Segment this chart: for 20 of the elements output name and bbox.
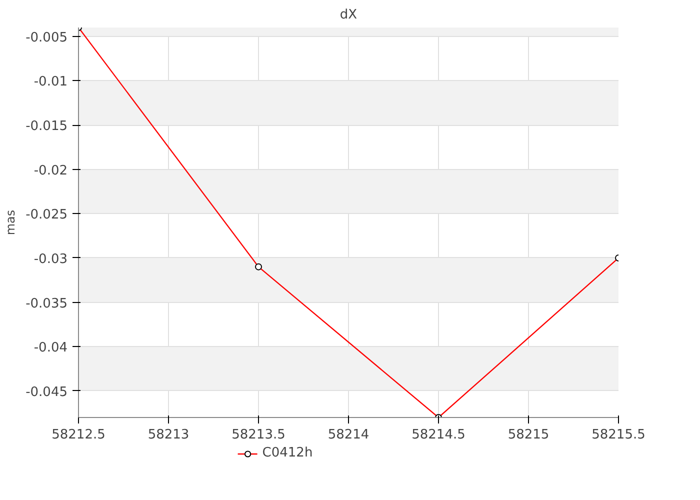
y-tick-label: -0.01: [34, 74, 68, 90]
y-tick-label: -0.035: [26, 296, 68, 312]
x-tick-label: 58215.5: [592, 428, 646, 442]
y-tick-label: -0.045: [26, 384, 68, 400]
x-tick-label: 58213.5: [232, 428, 286, 442]
line-series: [78, 28, 618, 418]
x-tick-label: 58214.5: [412, 428, 466, 442]
y-tick-label: -0.015: [26, 119, 68, 134]
x-tick-label: 58213: [148, 428, 190, 442]
chart-title: dX: [340, 8, 358, 22]
y-tick-label: -0.02: [34, 163, 68, 178]
y-tick-label: -0.025: [26, 208, 68, 223]
legend-label: C0412h: [262, 446, 313, 460]
x-tick-label: 58212.5: [52, 428, 106, 442]
y-tick-label: -0.03: [34, 252, 68, 267]
x-tick-label: 58215: [508, 428, 550, 442]
x-tick-label: 58214: [328, 428, 370, 442]
y-tick-label: -0.005: [26, 30, 68, 46]
y-axis-title: mas: [4, 210, 18, 236]
y-tick-label: -0.04: [34, 340, 68, 356]
